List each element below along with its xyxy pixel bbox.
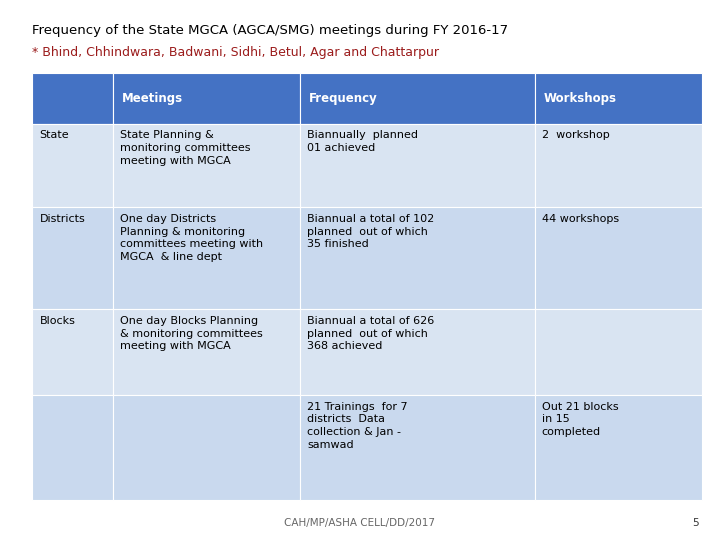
Text: Workshops: Workshops	[544, 92, 616, 105]
Text: One day Districts
Planning & monitoring
committees meeting with
MGCA  & line dep: One day Districts Planning & monitoring …	[120, 214, 263, 262]
Text: Meetings: Meetings	[122, 92, 182, 105]
Text: Frequency of the State MGCA (AGCA/SMG) meetings during FY 2016-17: Frequency of the State MGCA (AGCA/SMG) m…	[32, 24, 508, 37]
Text: 21 Trainings  for 7
districts  Data
collection & Jan -
samwad: 21 Trainings for 7 districts Data collec…	[307, 402, 408, 450]
FancyBboxPatch shape	[113, 309, 300, 395]
FancyBboxPatch shape	[113, 124, 300, 207]
FancyBboxPatch shape	[534, 207, 702, 309]
FancyBboxPatch shape	[534, 73, 702, 124]
Text: 44 workshops: 44 workshops	[541, 214, 619, 224]
FancyBboxPatch shape	[32, 207, 113, 309]
Text: Biannually  planned
01 achieved: Biannually planned 01 achieved	[307, 130, 418, 153]
Text: 5: 5	[692, 518, 698, 528]
FancyBboxPatch shape	[32, 124, 113, 207]
Text: State: State	[40, 130, 69, 140]
FancyBboxPatch shape	[300, 207, 534, 309]
FancyBboxPatch shape	[113, 73, 300, 124]
Text: State Planning &
monitoring committees
meeting with MGCA: State Planning & monitoring committees m…	[120, 130, 251, 166]
FancyBboxPatch shape	[300, 309, 534, 395]
FancyBboxPatch shape	[534, 395, 702, 500]
Text: Out 21 blocks
in 15
completed: Out 21 blocks in 15 completed	[541, 402, 618, 437]
FancyBboxPatch shape	[113, 207, 300, 309]
FancyBboxPatch shape	[300, 124, 534, 207]
Text: Biannual a total of 102
planned  out of which
35 finished: Biannual a total of 102 planned out of w…	[307, 214, 435, 249]
FancyBboxPatch shape	[32, 395, 113, 500]
FancyBboxPatch shape	[534, 124, 702, 207]
Text: Biannual a total of 626
planned  out of which
368 achieved: Biannual a total of 626 planned out of w…	[307, 316, 435, 352]
FancyBboxPatch shape	[534, 309, 702, 395]
Text: Blocks: Blocks	[40, 316, 76, 326]
Text: 2  workshop: 2 workshop	[541, 130, 610, 140]
Text: * Bhind, Chhindwara, Badwani, Sidhi, Betul, Agar and Chattarpur: * Bhind, Chhindwara, Badwani, Sidhi, Bet…	[32, 46, 439, 59]
Text: One day Blocks Planning
& monitoring committees
meeting with MGCA: One day Blocks Planning & monitoring com…	[120, 316, 263, 352]
FancyBboxPatch shape	[32, 73, 113, 124]
FancyBboxPatch shape	[300, 395, 534, 500]
Text: CAH/MP/ASHA CELL/DD/2017: CAH/MP/ASHA CELL/DD/2017	[284, 518, 436, 528]
FancyBboxPatch shape	[32, 309, 113, 395]
Text: Districts: Districts	[40, 214, 86, 224]
Text: Frequency: Frequency	[309, 92, 377, 105]
FancyBboxPatch shape	[113, 395, 300, 500]
FancyBboxPatch shape	[300, 73, 534, 124]
